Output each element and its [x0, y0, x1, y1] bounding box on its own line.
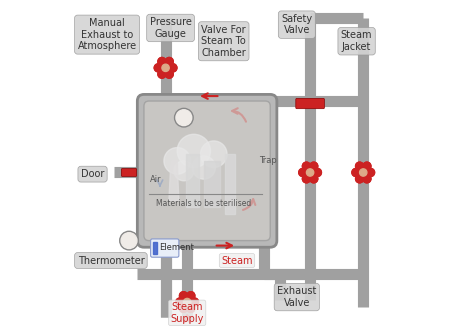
Circle shape: [363, 175, 371, 183]
Circle shape: [356, 162, 364, 170]
Circle shape: [366, 169, 374, 177]
Circle shape: [121, 233, 137, 249]
Circle shape: [352, 169, 360, 177]
Circle shape: [165, 70, 173, 78]
Circle shape: [191, 298, 199, 306]
Circle shape: [356, 175, 364, 183]
Circle shape: [158, 70, 166, 78]
Circle shape: [356, 175, 364, 183]
Text: Steam
Supply: Steam Supply: [171, 302, 204, 324]
Circle shape: [176, 298, 184, 306]
Circle shape: [154, 64, 162, 72]
Circle shape: [302, 162, 310, 170]
Circle shape: [192, 156, 215, 179]
Circle shape: [162, 64, 169, 71]
FancyBboxPatch shape: [144, 101, 270, 241]
Circle shape: [363, 162, 371, 170]
Text: Steam
Jacket: Steam Jacket: [341, 30, 373, 52]
Circle shape: [180, 305, 188, 313]
Text: Air: Air: [150, 175, 162, 184]
Circle shape: [180, 292, 188, 300]
Text: Pressure
Gauge: Pressure Gauge: [150, 17, 191, 39]
Circle shape: [299, 169, 307, 177]
Circle shape: [165, 70, 173, 78]
Circle shape: [302, 175, 310, 183]
FancyBboxPatch shape: [121, 169, 137, 177]
Circle shape: [187, 305, 195, 313]
Circle shape: [180, 305, 188, 313]
Circle shape: [164, 147, 191, 174]
Circle shape: [169, 64, 177, 72]
Circle shape: [310, 162, 318, 170]
Text: Door: Door: [81, 169, 104, 179]
Circle shape: [187, 292, 195, 300]
Polygon shape: [169, 161, 179, 201]
Text: Trap: Trap: [259, 156, 276, 165]
Bar: [225, 154, 235, 214]
Circle shape: [310, 175, 318, 183]
FancyBboxPatch shape: [151, 239, 179, 257]
Circle shape: [187, 305, 195, 313]
Circle shape: [201, 141, 227, 168]
Circle shape: [158, 58, 166, 66]
Circle shape: [165, 58, 173, 66]
Text: Valve For
Steam To
Chamber: Valve For Steam To Chamber: [201, 25, 246, 58]
Circle shape: [310, 175, 318, 183]
Circle shape: [176, 298, 184, 306]
Circle shape: [310, 162, 318, 170]
Circle shape: [165, 58, 173, 66]
Circle shape: [169, 64, 177, 72]
FancyBboxPatch shape: [137, 94, 277, 247]
Circle shape: [120, 231, 138, 250]
Circle shape: [187, 292, 195, 300]
Text: Element: Element: [159, 244, 194, 252]
FancyBboxPatch shape: [296, 98, 324, 109]
Text: Steam: Steam: [221, 256, 253, 266]
Circle shape: [183, 298, 191, 306]
Circle shape: [302, 175, 310, 183]
Circle shape: [158, 58, 166, 66]
Circle shape: [299, 169, 307, 177]
Circle shape: [154, 64, 162, 72]
Circle shape: [174, 108, 193, 127]
Circle shape: [177, 134, 210, 168]
Text: Manual
Exhaust to
Atmosphere: Manual Exhaust to Atmosphere: [78, 18, 137, 51]
Circle shape: [158, 70, 166, 78]
Circle shape: [191, 298, 199, 306]
Text: Thermometer: Thermometer: [78, 256, 144, 266]
Circle shape: [180, 292, 188, 300]
Circle shape: [363, 175, 371, 183]
Circle shape: [302, 162, 310, 170]
Circle shape: [363, 162, 371, 170]
Circle shape: [174, 161, 194, 181]
Circle shape: [306, 169, 314, 176]
Text: Materials to be sterilised: Materials to be sterilised: [156, 199, 251, 208]
Bar: [204, 161, 220, 207]
Circle shape: [352, 169, 360, 177]
Circle shape: [360, 169, 367, 176]
Text: Exhaust
Valve: Exhaust Valve: [277, 286, 317, 308]
Bar: [153, 242, 157, 254]
Circle shape: [176, 110, 192, 126]
Bar: [185, 154, 199, 207]
Circle shape: [313, 169, 321, 177]
Text: Safety
Valve: Safety Valve: [281, 14, 312, 36]
Circle shape: [356, 162, 364, 170]
Circle shape: [313, 169, 321, 177]
Circle shape: [366, 169, 374, 177]
